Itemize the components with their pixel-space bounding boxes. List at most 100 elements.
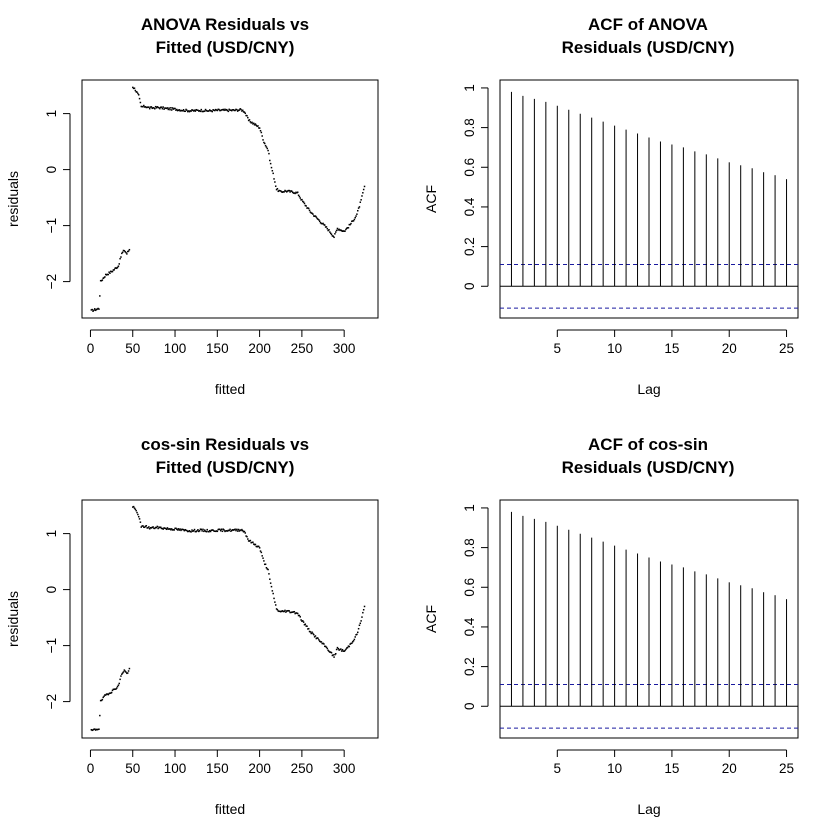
residual-point xyxy=(196,530,198,532)
residual-point xyxy=(282,191,285,193)
x-tick-label: 250 xyxy=(291,341,314,356)
residual-point xyxy=(285,190,287,192)
residual-point xyxy=(307,627,310,630)
residual-point xyxy=(217,108,219,111)
residual-point xyxy=(357,209,359,212)
residual-point xyxy=(206,110,208,112)
residual-point xyxy=(212,529,214,531)
residual-point xyxy=(163,527,165,529)
residual-point xyxy=(352,220,355,222)
residual-point xyxy=(228,529,230,532)
residual-point xyxy=(274,604,277,606)
residual-point xyxy=(132,86,134,89)
x-tick-label: 100 xyxy=(164,761,187,776)
residual-point xyxy=(151,526,153,529)
residual-point xyxy=(282,610,285,613)
residual-point xyxy=(184,110,186,113)
residual-point xyxy=(169,108,171,111)
residual-point xyxy=(185,529,187,532)
chart-title-line-2: Residuals (USD/CNY) xyxy=(562,38,735,57)
residual-point xyxy=(236,530,239,532)
plot-frame xyxy=(499,499,799,739)
residual-point xyxy=(226,530,229,532)
residual-point xyxy=(349,223,351,226)
residual-point xyxy=(207,530,209,533)
x-tick-label: 150 xyxy=(206,341,229,356)
residual-point xyxy=(352,640,355,642)
residual-point xyxy=(109,692,111,694)
residual-point xyxy=(216,530,219,533)
residual-point xyxy=(361,616,363,618)
residual-point xyxy=(331,654,334,657)
residual-point xyxy=(183,529,186,532)
residual-point xyxy=(353,218,356,221)
residual-point xyxy=(343,650,345,652)
residual-point xyxy=(103,276,105,279)
residual-point xyxy=(277,190,280,193)
residual-point xyxy=(171,529,174,531)
residual-point xyxy=(274,601,276,603)
residual-point xyxy=(113,269,115,271)
residual-point xyxy=(172,529,175,531)
residual-point xyxy=(347,645,350,647)
residual-point xyxy=(174,107,176,110)
residual-point xyxy=(188,530,191,532)
residual-point xyxy=(252,123,254,125)
residual-point xyxy=(280,191,283,193)
residual-point xyxy=(90,728,93,731)
residual-point xyxy=(203,529,206,531)
residual-point xyxy=(96,308,99,310)
residual-point xyxy=(239,529,241,531)
chart-title-line-1: ANOVA Residuals vs xyxy=(141,15,309,34)
residual-point xyxy=(168,107,170,109)
x-tick-label: 15 xyxy=(664,341,679,356)
residual-point xyxy=(354,636,356,638)
residual-point xyxy=(227,110,230,113)
y-tick-label: 0.6 xyxy=(462,158,477,177)
residual-point xyxy=(228,108,230,111)
residual-point xyxy=(270,585,273,588)
x-tick-label: 250 xyxy=(291,761,314,776)
residual-point xyxy=(159,107,161,110)
residual-point xyxy=(327,649,329,652)
residual-point xyxy=(139,101,142,104)
residual-point xyxy=(271,170,274,172)
residual-point xyxy=(276,187,279,190)
residual-point xyxy=(247,116,249,119)
residual-point xyxy=(181,109,184,112)
residual-point xyxy=(103,695,105,698)
residual-point xyxy=(318,220,321,223)
residual-point xyxy=(208,531,210,533)
plot-frame xyxy=(499,79,799,319)
residual-point xyxy=(294,192,296,195)
residual-point xyxy=(138,518,141,520)
residual-point xyxy=(232,529,235,531)
residual-point xyxy=(258,127,260,129)
x-tick-label: 15 xyxy=(664,761,679,776)
residual-point xyxy=(231,109,234,111)
residual-point xyxy=(211,110,214,113)
residual-point xyxy=(179,110,181,112)
x-tick-label: 10 xyxy=(607,341,622,356)
residual-point xyxy=(257,125,259,127)
residual-point xyxy=(341,648,344,651)
y-tick-label: 0.2 xyxy=(462,237,477,256)
residual-point xyxy=(114,267,116,270)
residual-point xyxy=(347,227,350,229)
residual-point xyxy=(285,611,287,613)
residual-point xyxy=(233,109,236,112)
residual-point xyxy=(119,678,121,681)
residual-point xyxy=(256,125,258,128)
residual-point xyxy=(210,529,213,531)
residual-point xyxy=(187,530,189,533)
residual-point xyxy=(269,159,271,162)
y-axis-label: residuals xyxy=(5,171,21,227)
residual-point xyxy=(357,627,360,630)
residual-point xyxy=(305,625,307,627)
residual-point xyxy=(118,263,121,265)
residual-point xyxy=(107,273,110,276)
residual-point xyxy=(136,91,138,93)
residual-point xyxy=(142,525,144,527)
